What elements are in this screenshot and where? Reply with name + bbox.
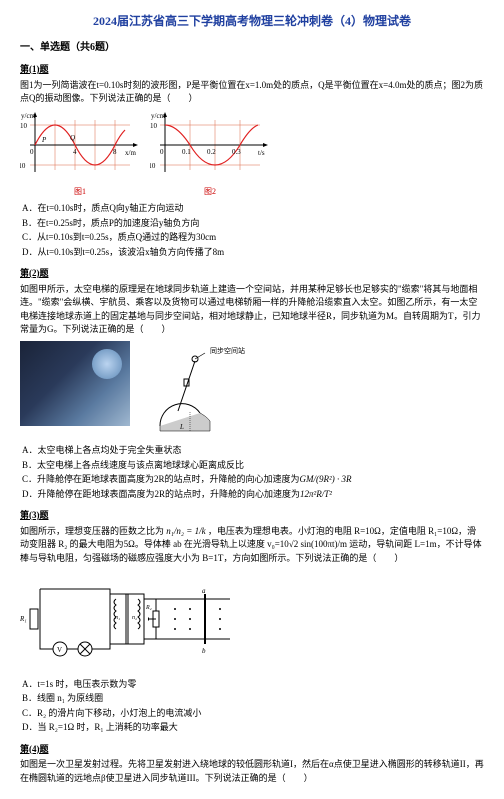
q4-text: 如图是一次卫星发射过程。先将卫星发射进入绕地球的较低圆形轨道I，然后在α点使卫星…	[20, 758, 484, 785]
q3-text: 如图所示，理想变压器的匝数之比为 n₁/n₂ = 1/k ，电压表为理想电表。小…	[20, 525, 484, 566]
svg-text:10: 10	[20, 122, 28, 130]
svg-text:0.2: 0.2	[207, 148, 216, 156]
q1-chart2-caption: 图2	[150, 186, 270, 198]
q3-opt-a: A．t=1s 时，电压表示数为零	[22, 678, 484, 692]
q2-opt-a: A．太空电梯上各点均处于完全失重状态	[22, 444, 484, 458]
svg-text:V: V	[57, 646, 62, 654]
q2-photo	[20, 341, 130, 426]
svg-text:P: P	[41, 136, 47, 144]
svg-text:x/m: x/m	[125, 149, 136, 157]
svg-text:-10: -10	[20, 162, 26, 170]
q1-text: 图1为一列简谐波在t=0.10s时刻的波形图，P是平衡位置在x=1.0m处的质点…	[20, 79, 484, 106]
svg-text:8: 8	[113, 148, 117, 156]
q1-opt-d: D．从t=0.10s到t=0.25s，该波沿x轴负方向传播了8m	[22, 246, 484, 260]
q1-opt-b: B．在t=0.25s时，质点P的加速度沿y轴负方向	[22, 217, 484, 231]
svg-text:4: 4	[73, 148, 77, 156]
q1-label: 第(1)题	[20, 63, 484, 77]
q3-opt-c: C．R₂ 的滑片向下移动，小灯泡上的电流减小	[22, 707, 484, 721]
svg-text:y/cm: y/cm	[151, 112, 166, 120]
q2-schematic: 同步空间站 L	[140, 341, 250, 441]
q4-label: 第(4)题	[20, 743, 484, 757]
q2-opt-d: D．升降舱停在距地球表面高度为2R的站点时，升降舱的向心加速度为12π²R/T²	[22, 488, 484, 502]
svg-text:10: 10	[150, 122, 158, 130]
q1-chart1-caption: 图1	[20, 186, 140, 198]
q2-figures: 同步空间站 L	[20, 341, 484, 441]
svg-text:0.3: 0.3	[232, 148, 241, 156]
q2-label: 第(2)题	[20, 267, 484, 281]
q1-chart1: 10 -10 y/cm x/m 0 4 8 P Q 图1	[20, 110, 140, 199]
svg-text:y/cm: y/cm	[21, 112, 36, 120]
q2-text: 如图甲所示，太空电梯的原理是在地球同步轨道上建造一个空间站，并用某种足够长也足够…	[20, 283, 484, 337]
q3-circuit: R₁ V n₁ n₂ R₂ a b	[20, 569, 484, 674]
q2-opt-b: B．太空电梯上各点线速度与该点离地球球心距离成反比	[22, 459, 484, 473]
svg-text:Q: Q	[70, 134, 75, 142]
exam-title: 2024届江苏省高三下学期高考物理三轮冲刺卷（4）物理试卷	[20, 12, 484, 30]
q1-opt-a: A．在t=0.10s时，质点Q向y轴正方向运动	[22, 202, 484, 216]
svg-text:0.1: 0.1	[182, 148, 191, 156]
svg-text:n₁: n₁	[115, 615, 120, 621]
q1-opt-c: C．从t=0.10s到t=0.25s，质点Q通过的路程为30cm	[22, 231, 484, 245]
svg-text:n₂: n₂	[132, 615, 137, 621]
q1-figures: 10 -10 y/cm x/m 0 4 8 P Q 图1 10 -10	[20, 110, 484, 199]
svg-text:R₂: R₂	[145, 605, 152, 611]
sync-station-label: 同步空间站	[210, 346, 245, 355]
section-1-header: 一、单选题（共6题）	[20, 40, 484, 55]
q3-label: 第(3)题	[20, 509, 484, 523]
svg-text:-10: -10	[150, 162, 156, 170]
q3-opt-d: D．当 R₂=1Ω 时，R₁ 上消耗的功率最大	[22, 721, 484, 735]
svg-text:R₁: R₁	[20, 615, 27, 623]
svg-text:0: 0	[160, 148, 164, 156]
svg-text:0: 0	[30, 148, 34, 156]
q2-opt-c: C．升降舱停在距地球表面高度为2R的站点时，升降舱的向心加速度为GM/(9R²)…	[22, 473, 484, 487]
svg-text:a: a	[202, 587, 206, 595]
q3-opt-b: B．线圈 n₁ 为原线圈	[22, 692, 484, 706]
q1-chart2: 10 -10 y/cm t/s 0 0.1 0.2 0.3 图2	[150, 110, 270, 199]
svg-text:b: b	[202, 647, 206, 655]
q2-options: A．太空电梯上各点均处于完全失重状态 B．太空电梯上各点线速度与该点离地球球心距…	[22, 444, 484, 501]
svg-text:t/s: t/s	[258, 149, 265, 157]
q1-options: A．在t=0.10s时，质点Q向y轴正方向运动 B．在t=0.25s时，质点P的…	[22, 202, 484, 259]
q3-options: A．t=1s 时，电压表示数为零 B．线圈 n₁ 为原线圈 C．R₂ 的滑片向下…	[22, 678, 484, 735]
svg-text:L: L	[179, 423, 184, 431]
